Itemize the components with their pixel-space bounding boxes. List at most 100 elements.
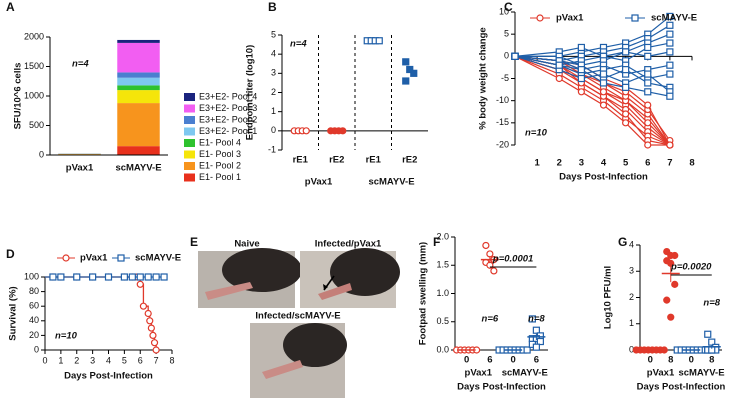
marker: [523, 346, 531, 354]
marker: [375, 37, 383, 45]
legend-label: E1- Pool 4: [199, 137, 241, 147]
marker: [136, 273, 144, 281]
annotation: n=4: [290, 39, 307, 50]
y-tick-label: 3: [629, 266, 634, 276]
y-tick-label: 1: [629, 318, 634, 328]
bar-segment: [117, 77, 160, 86]
group-label: scMAYV-E: [502, 368, 548, 379]
marker: [339, 127, 347, 135]
marker: [89, 273, 97, 281]
marker: [482, 241, 490, 250]
marker: [555, 61, 563, 69]
panel-label: B: [268, 0, 277, 14]
legend-label: pVax1: [556, 13, 584, 24]
marker: [666, 30, 674, 38]
y-tick-label: -20: [496, 139, 509, 149]
bar-segment: [117, 72, 160, 78]
marker: [149, 331, 157, 339]
marker: [144, 309, 152, 318]
marker: [139, 302, 148, 310]
bar-segment: [117, 42, 160, 73]
y-tick-label: 1.0: [436, 288, 449, 298]
marker: [644, 88, 652, 96]
legend-swatch: [184, 173, 195, 182]
x-tick-label: 0: [42, 355, 47, 365]
x-tick-label: rE1: [366, 155, 382, 166]
marker: [402, 77, 410, 85]
x-tick-label: 6: [138, 355, 143, 365]
legend-swatch: [184, 139, 195, 147]
marker: [599, 101, 608, 109]
marker: [62, 254, 70, 262]
y-axis-title: Endpoint titer (log10): [245, 45, 256, 141]
panel-label: E: [190, 235, 198, 249]
marker: [57, 273, 65, 281]
y-tick-label: -15: [496, 117, 509, 127]
bar-segment: [117, 85, 160, 91]
y-axis-title: Log10 PFU/ml: [603, 266, 614, 329]
marker: [666, 141, 674, 149]
p-value: p=0.0020: [670, 262, 712, 273]
marker: [511, 52, 519, 60]
y-tick-label: 40: [29, 315, 39, 325]
marker: [536, 337, 544, 346]
x-tick-label: 3: [90, 355, 95, 365]
marker: [663, 296, 671, 304]
x-axis-title: Days Post-Infection: [64, 371, 153, 382]
marker: [599, 88, 608, 96]
x-tick-label: 2: [557, 158, 562, 169]
marker: [666, 21, 674, 29]
marker: [144, 273, 152, 281]
marker: [577, 43, 585, 52]
y-axis-title: Footpad swelling (mm): [418, 242, 429, 345]
y-tick-label: 1500: [24, 61, 44, 71]
marker: [644, 119, 652, 127]
x-tick-label: 8: [169, 355, 174, 365]
x-tick-label: 5: [122, 355, 127, 365]
x-tick-label: 4: [601, 158, 607, 169]
marker: [666, 61, 674, 69]
marker: [152, 346, 160, 354]
y-tick-label: 0: [629, 344, 634, 354]
photo: [198, 248, 302, 308]
marker: [622, 66, 630, 74]
x-tick-label: 8: [668, 355, 673, 366]
marker: [302, 127, 310, 135]
marker: [622, 48, 630, 56]
marker: [532, 326, 540, 334]
marker: [644, 79, 652, 87]
x-tick-label: 3: [579, 158, 584, 169]
marker: [128, 273, 136, 281]
marker: [402, 58, 410, 66]
x-tick-label: 6: [534, 355, 539, 366]
bar-segment: [117, 90, 160, 104]
marker: [671, 280, 679, 288]
x-tick-label: 0: [648, 355, 653, 366]
p-value: p=0.0001: [492, 254, 533, 265]
y-tick-label: 2: [271, 87, 276, 97]
marker: [666, 39, 674, 47]
marker: [555, 74, 563, 83]
y-tick-label: -1: [268, 144, 276, 154]
marker: [644, 141, 652, 149]
y-tick-label: 2.0: [436, 231, 449, 241]
y-axis-title: Survival (%): [8, 286, 19, 340]
legend-label: E1- Pool 2: [199, 160, 241, 170]
photo-label: Infected/pVax1: [315, 239, 382, 250]
bar-segment: [117, 103, 160, 147]
x-axis-title: Days Post-Infection: [559, 172, 648, 183]
marker: [73, 273, 81, 281]
legend-label: scMAYV-E: [651, 13, 697, 24]
marker: [160, 273, 168, 281]
marker: [136, 280, 144, 288]
y-tick-label: -10: [496, 95, 509, 105]
group-label: pVax1: [465, 368, 493, 379]
y-tick-label: 60: [29, 301, 39, 311]
marker: [704, 330, 712, 338]
y-tick-label: 0.5: [436, 316, 449, 326]
marker: [666, 12, 674, 21]
marker: [49, 273, 57, 281]
y-axis-title: % body weight change: [478, 27, 489, 129]
legend-label: E3+E2- Pool 2: [199, 114, 257, 124]
bar-segment: [117, 146, 160, 155]
